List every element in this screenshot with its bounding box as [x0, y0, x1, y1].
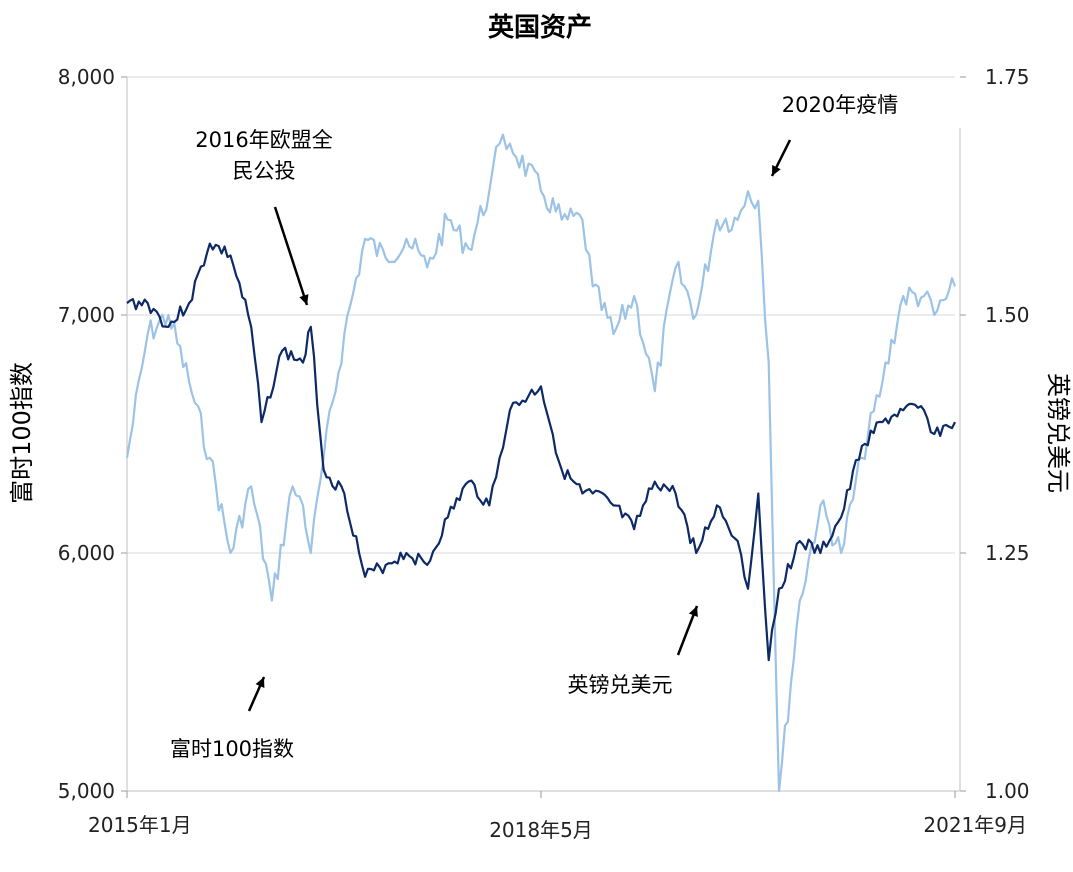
- y-right-tick-label: 1.25: [985, 541, 1030, 565]
- series-line-ftse: [126, 242, 956, 662]
- axes: 5,000 6,000 7,000 8,000 1.00 1.25 1.50 1.75 2015…: [58, 65, 1030, 842]
- y-left-axis-label: 富时100指数: [8, 362, 36, 504]
- gridlines: [127, 76, 955, 792]
- annotation-label-gbp: 英镑兑美元: [568, 673, 673, 697]
- y-right-tick-label: 1.75: [985, 65, 1030, 89]
- y-left-tick-label: 8,000: [58, 65, 115, 89]
- y-left-tick-label: 6,000: [58, 541, 115, 565]
- y-left-tick-label: 5,000: [58, 779, 115, 803]
- y-right-tick-label: 1.00: [985, 779, 1030, 803]
- y-left-tick-label: 7,000: [58, 303, 115, 327]
- series-line-gbp: [125, 133, 957, 793]
- x-tick-label: 2021年9月: [923, 813, 1027, 837]
- series-layer: [125, 133, 957, 793]
- annotation-label-brexit: 民公投: [233, 159, 296, 183]
- annotation-label-covid: 2020年疫情: [782, 93, 898, 117]
- y-right-tick-label: 1.50: [985, 303, 1030, 327]
- y-right-axis-label: 英镑兑美元: [1044, 373, 1072, 493]
- annotation-arrowhead-gbp: [688, 606, 698, 617]
- annotation-label-brexit: 2016年欧盟全: [195, 128, 332, 152]
- annotation-arrowhead-brexit: [299, 294, 309, 305]
- x-tick-label: 2015年1月: [88, 813, 192, 837]
- annotation-arrow-brexit: [273, 206, 309, 306]
- chart-title: 英国资产: [488, 13, 592, 43]
- annotation-arrowhead-ftse: [255, 677, 265, 688]
- x-tick-label: 2018年5月: [489, 818, 593, 842]
- annotation-label-ftse: 富时100指数: [170, 737, 294, 761]
- annotation-arrowhead-covid: [772, 165, 781, 176]
